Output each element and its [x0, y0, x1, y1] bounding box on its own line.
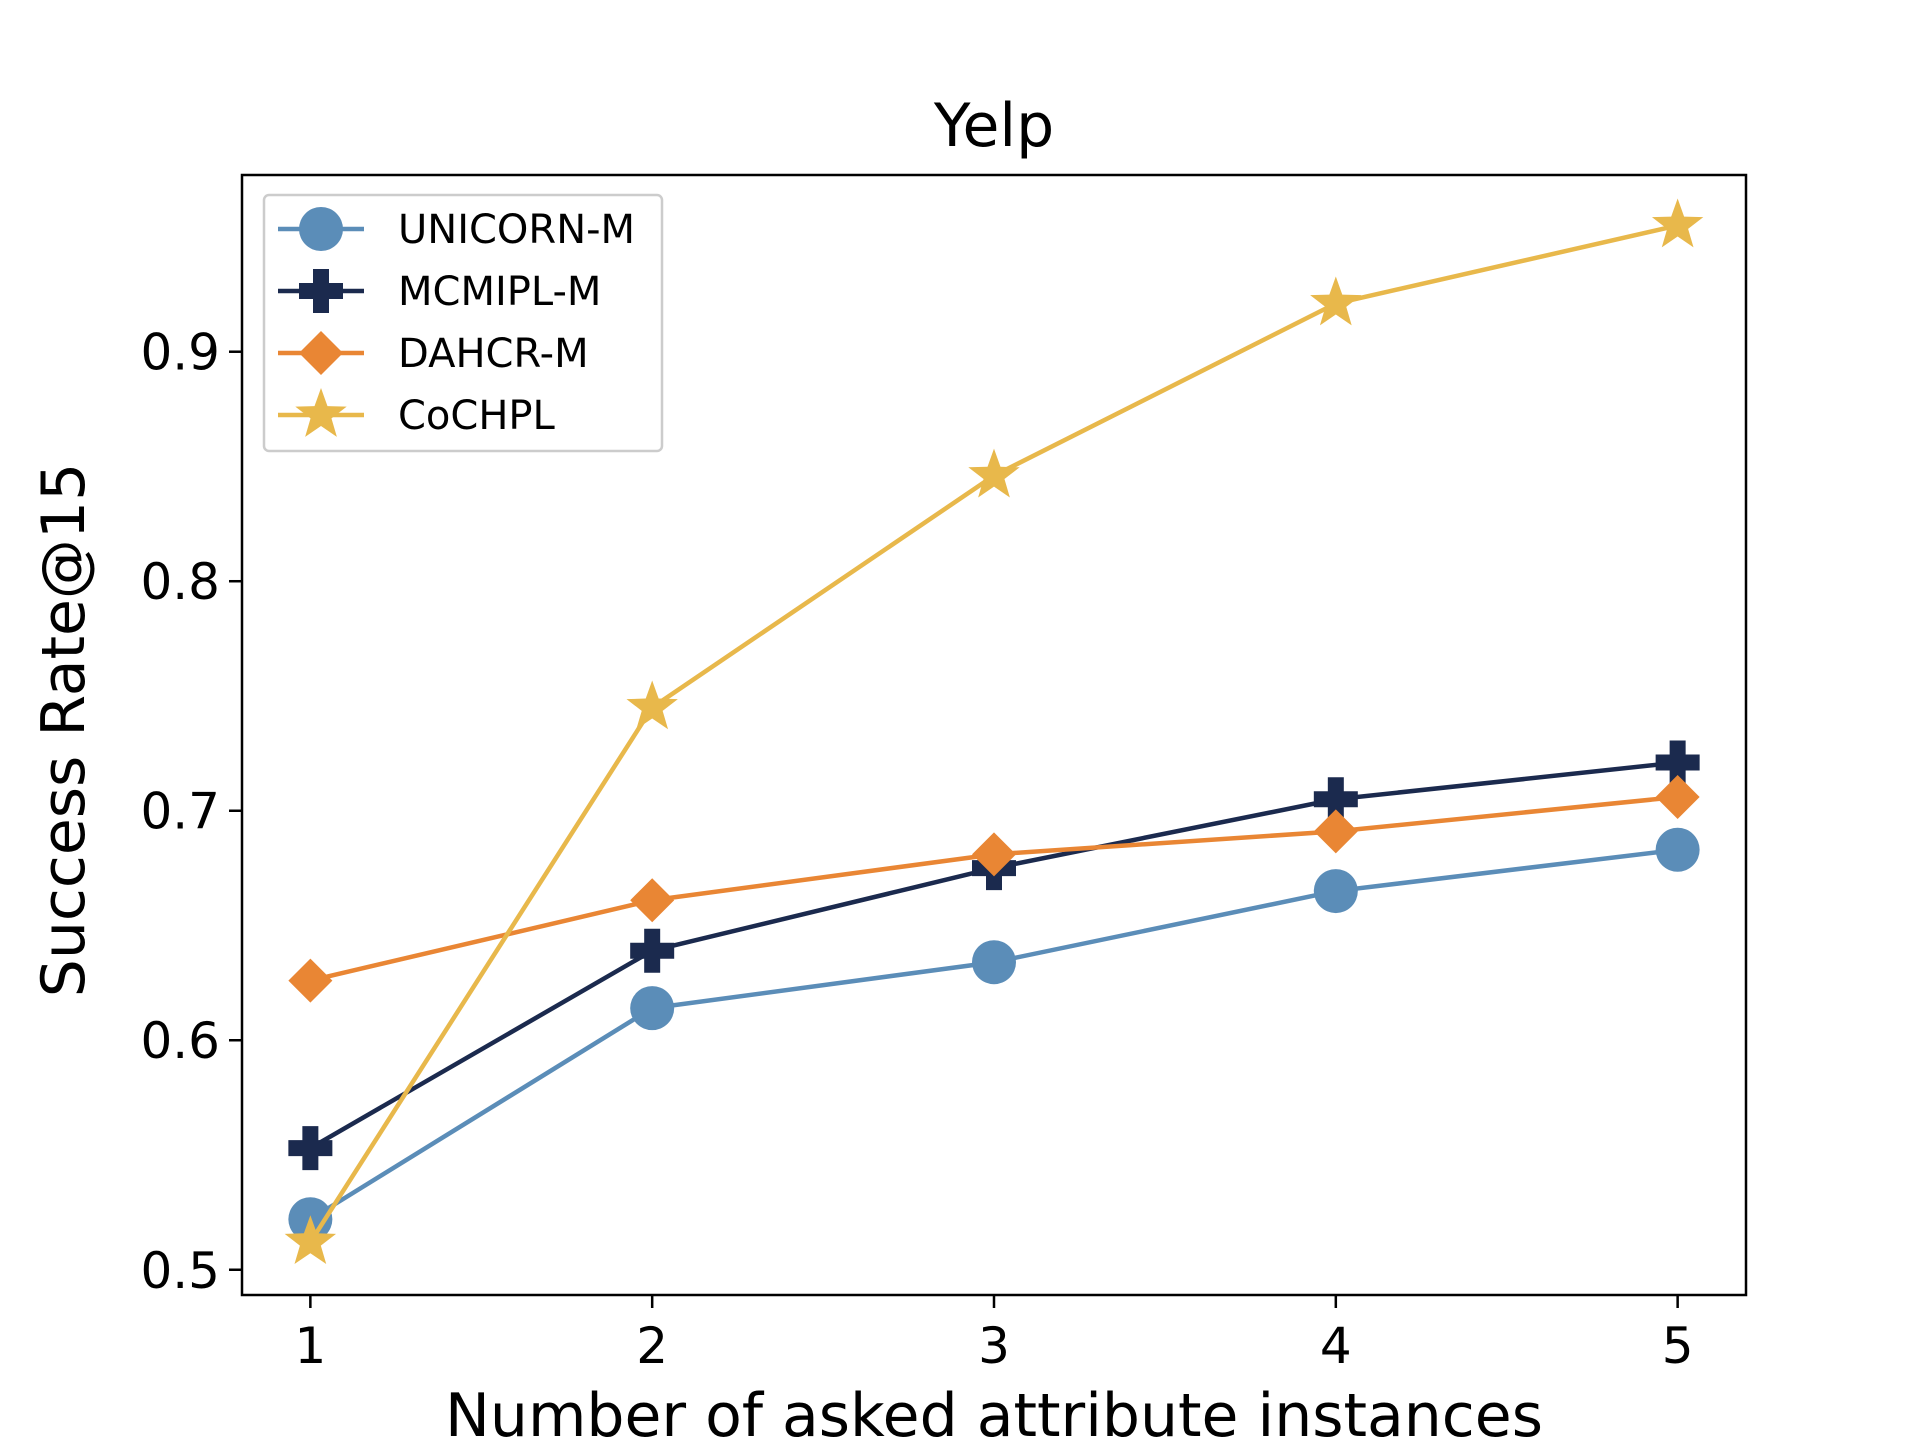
y-tick-label: 0.6 [140, 1012, 220, 1070]
data-point-diamond-marker [630, 878, 675, 923]
x-tick-label: 3 [978, 1317, 1010, 1375]
legend-label: CoCHPL [398, 393, 556, 439]
series-cochpl [284, 198, 1704, 1265]
data-point-diamond-marker [972, 832, 1016, 877]
y-axis-ticks: 0.5 0.6 0.7 0.8 0.9 [140, 324, 242, 1300]
data-point-star-marker [968, 448, 1020, 498]
data-point-circle-marker [630, 986, 675, 1031]
x-tick-label: 5 [1662, 1317, 1694, 1375]
data-point-circle-marker [1655, 827, 1700, 872]
data-point-diamond-marker [288, 958, 333, 1003]
series-line [309, 847, 1678, 1222]
data-point-circle-marker [1313, 869, 1358, 914]
legend-item: CoCHPL [278, 388, 556, 439]
data-point-plus-marker [1313, 777, 1358, 822]
legend-star-marker [295, 388, 347, 437]
legend-plus-marker [299, 269, 343, 313]
legend-circle-marker [299, 207, 343, 251]
data-point-diamond-marker [1313, 809, 1358, 854]
legend-item: MCMIPL-M [278, 269, 601, 315]
legend-diamond-marker [299, 331, 343, 375]
y-tick-label: 0.5 [140, 1242, 220, 1300]
data-point-star-marker [1651, 198, 1704, 248]
legend-box [262, 193, 664, 453]
data-point-plus-marker [288, 1126, 333, 1171]
x-axis-ticks: 1 2 3 4 5 [294, 1295, 1694, 1375]
x-tick-label: 2 [636, 1317, 668, 1375]
series-layer [284, 198, 1704, 1265]
data-point-circle-marker [972, 940, 1016, 985]
data-point-star-marker [626, 680, 678, 730]
y-axis-label: Success Rate@15 [29, 463, 99, 998]
data-point-plus-marker [630, 928, 675, 973]
data-point-star-marker [284, 1215, 337, 1265]
legend-label: MCMIPL-M [398, 269, 601, 315]
chart-title: Yelp [933, 91, 1054, 161]
data-point-plus-marker [1655, 740, 1700, 785]
x-tick-label: 1 [294, 1317, 326, 1375]
legend-label: UNICORN-M [398, 207, 635, 253]
legend-item: DAHCR-M [278, 331, 589, 377]
data-point-diamond-marker [1655, 774, 1700, 819]
legend-label: DAHCR-M [398, 331, 589, 377]
y-tick-label: 0.9 [140, 324, 220, 382]
plot-frame [240, 173, 1748, 1297]
x-tick-label: 4 [1320, 1317, 1352, 1375]
data-point-star-marker [1310, 276, 1362, 326]
x-axis-label: Number of asked attribute instances [445, 1381, 1543, 1440]
y-tick-label: 0.7 [140, 783, 220, 841]
legend: UNICORN-M MCMIPL-M DAHCR-M CoCHPL [262, 193, 664, 453]
legend-item: UNICORN-M [278, 207, 635, 253]
series-dahcr-m [288, 774, 1700, 1003]
y-tick-label: 0.8 [140, 553, 220, 611]
